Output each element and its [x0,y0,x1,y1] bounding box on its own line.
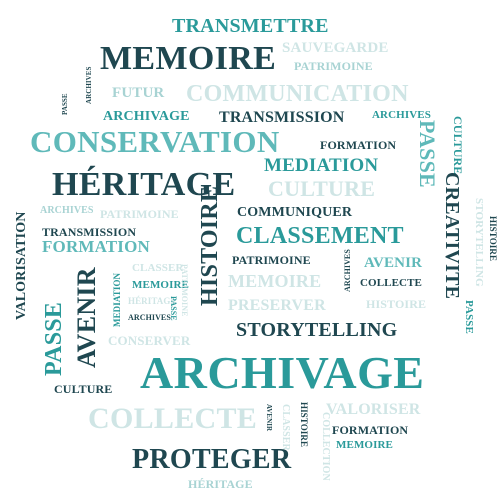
word-avenir-v-small: AVENIR [265,404,273,432]
word-archives-left: ARCHIVES [40,205,94,216]
word-patrimoine-top: PATRIMOINE [294,59,373,73]
word-formation-small: FORMATION [332,423,409,437]
word-passe-left-v: PASSE [41,301,67,376]
word-memoire-big: MEMOIRE [100,40,277,77]
word-patrimoine-light: PATRIMOINE [100,207,179,221]
word-storytelling-v: STORYTELLING [473,198,485,287]
word-passe-far-right-v: PASSE [463,300,475,334]
word-formation-mid: FORMATION [320,138,397,152]
word-memoire-small: MEMOIRE [132,279,189,291]
word-avenir-right: AVENIR [364,255,423,271]
word-histoire-v-center: HISTOIRE [197,185,223,306]
word-communiquer: COMMUNIQUER [237,205,353,220]
word-heritage-bottom: HÉRITAGE [188,477,253,491]
word-conservation: CONSERVATION [30,124,280,159]
word-archives-small: ARCHIVES [128,313,171,322]
word-patrimoine-small: PATRIMOINE [180,264,189,317]
word-histoire-v-far-right: HISTOIRE [488,216,498,262]
word-passe-tiny-v: PASSE [61,93,69,115]
word-archivage-big: ARCHIVAGE [140,347,425,398]
word-archivage-small: ARCHIVAGE [103,109,190,124]
word-collecte-small: COLLECTE [360,277,423,289]
word-transmission-mid: TRANSMISSION [219,109,345,126]
word-memoire-bottom: MEMOIRE [336,439,393,451]
word-sauvegarde: SAUVEGARDE [282,40,389,56]
word-conserver: CONSERVER [108,333,191,348]
word-passe-small-v: PASSE [169,296,178,321]
word-culture-bottom: CULTURE [54,382,113,396]
word-collecte-big: COLLECTE [88,402,258,435]
word-mediation-v: MEDIATION [112,272,122,327]
word-preserver: PRESERVER [228,297,326,314]
word-transmission-left: TRANSMISSION [42,225,137,239]
word-proteger: PROTEGER [132,444,292,475]
word-heritage-big: HÉRITAGE [52,166,236,203]
word-passe-right: PASSE [415,120,440,188]
word-histoire-v-small: HISTOIRE [299,402,309,448]
word-transmettre: TRANSMETTRE [172,15,329,37]
word-histoire-light-right: HISTOIRE [366,297,427,311]
word-communication: COMMUNICATION [186,81,409,107]
word-classer-light: CLASSER [132,262,184,274]
word-valorisation: VALORISATION [14,211,29,320]
word-collection-v: COLLECTION [320,412,331,481]
word-archives-top-right: ARCHIVES [372,109,431,121]
word-avenir-v-left: AVENIR [72,267,101,368]
word-patrimoine-mid: PATRIMOINE [232,253,311,267]
word-heritage-small-light: HÉRITAGE [128,296,177,306]
word-creativite: CREATIVITE [441,172,463,300]
word-culture-right-v: CULTURE [451,116,465,175]
word-archives-tiny-v: ARCHIVES [85,66,93,104]
word-culture-light: CULTURE [268,176,376,201]
word-memoire-light: MEMOIRE [228,271,322,291]
word-mediation-mid: MEDIATION [264,155,379,176]
word-futur: FUTUR [112,85,165,101]
word-formation-left: FORMATION [42,237,150,256]
word-archives-v-mid: ARCHIVES [343,249,352,292]
word-valoriser: VALORISER [326,401,421,418]
word-storytelling-big: STORYTELLING [236,319,398,341]
word-classement: CLASSEMENT [236,223,404,249]
